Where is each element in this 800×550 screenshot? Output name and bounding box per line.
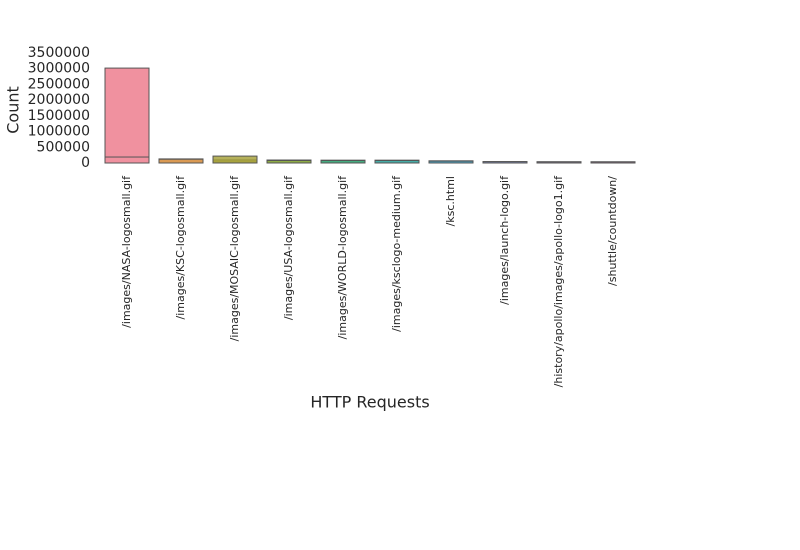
- x-tick-label: /images/KSC-logosmall.gif: [174, 175, 187, 320]
- y-tick-label: 3500000: [28, 45, 90, 61]
- bar: [536, 161, 582, 164]
- bar: [104, 67, 150, 164]
- x-tick-label: /images/launch-logo.gif: [498, 175, 511, 305]
- x-axis-label: HTTP Requests: [310, 393, 429, 412]
- bar: [158, 158, 204, 164]
- x-tick-label: /history/apollo/images/apollo-logo1.gif: [552, 175, 565, 387]
- x-tick-label: /images/ksclogo-medium.gif: [390, 175, 403, 332]
- y-axis-label: Count: [4, 86, 23, 134]
- y-tick-label: 0: [81, 155, 90, 171]
- bar: [320, 159, 366, 164]
- x-tick-label: /images/WORLD-logosmall.gif: [336, 175, 349, 339]
- y-tick-label: 1500000: [28, 108, 90, 124]
- x-tick-label: /images/NASA-logosmall.gif: [120, 175, 133, 328]
- bar: [212, 155, 258, 164]
- x-tick-label: /shuttle/countdown/: [606, 176, 619, 286]
- x-tick-label: /images/USA-logosmall.gif: [282, 175, 295, 320]
- bar: [428, 160, 474, 164]
- y-tick-label: 1000000: [28, 124, 90, 140]
- bar: [590, 161, 636, 164]
- y-tick-label: 500000: [37, 139, 90, 155]
- y-tick-label: 3000000: [28, 61, 90, 77]
- x-tick-label: /ksc.html: [444, 176, 457, 226]
- bar: [482, 161, 528, 164]
- bar: [104, 156, 150, 164]
- y-tick-label: 2500000: [28, 76, 90, 92]
- bar: [266, 159, 312, 164]
- x-tick-label: /images/MOSAIC-logosmall.gif: [228, 175, 241, 341]
- bar: [374, 159, 420, 164]
- y-tick-label: 2000000: [28, 92, 90, 108]
